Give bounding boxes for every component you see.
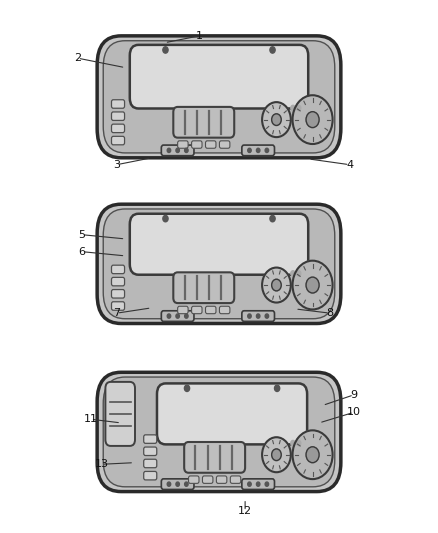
Circle shape [272,449,281,461]
Circle shape [176,482,180,486]
FancyBboxPatch shape [112,100,124,108]
Circle shape [306,112,319,127]
FancyBboxPatch shape [112,277,124,286]
Circle shape [248,314,251,318]
FancyBboxPatch shape [202,476,213,483]
Circle shape [262,437,291,472]
FancyBboxPatch shape [205,141,216,148]
Circle shape [262,268,291,303]
FancyBboxPatch shape [144,447,157,456]
Circle shape [167,148,171,152]
FancyBboxPatch shape [191,141,202,148]
Circle shape [167,482,171,486]
FancyBboxPatch shape [161,311,194,321]
FancyBboxPatch shape [178,141,188,148]
Circle shape [167,314,171,318]
FancyBboxPatch shape [144,459,157,468]
FancyBboxPatch shape [112,124,124,133]
FancyBboxPatch shape [103,209,335,319]
Circle shape [256,314,260,318]
Circle shape [297,106,301,111]
FancyBboxPatch shape [230,476,241,483]
FancyBboxPatch shape [161,145,194,156]
Text: 6: 6 [78,247,85,257]
Circle shape [293,95,332,144]
Circle shape [306,277,319,293]
Circle shape [293,430,332,479]
Text: 9: 9 [350,390,357,400]
Text: 4: 4 [346,160,353,169]
Circle shape [270,215,275,222]
FancyBboxPatch shape [219,141,230,148]
Text: 10: 10 [347,407,361,417]
FancyBboxPatch shape [144,471,157,480]
FancyBboxPatch shape [106,382,135,446]
Circle shape [248,482,251,486]
Text: 7: 7 [113,308,120,318]
FancyBboxPatch shape [97,36,341,158]
Circle shape [185,148,188,152]
FancyBboxPatch shape [184,442,245,473]
FancyBboxPatch shape [97,204,341,324]
FancyBboxPatch shape [112,302,124,310]
Circle shape [185,314,188,318]
Circle shape [297,271,301,276]
Circle shape [256,148,260,152]
Circle shape [293,261,332,310]
Circle shape [272,114,281,125]
FancyBboxPatch shape [242,145,275,156]
Circle shape [248,148,251,152]
Circle shape [256,482,260,486]
Text: 5: 5 [78,230,85,240]
Circle shape [176,314,180,318]
FancyBboxPatch shape [130,214,308,274]
Circle shape [265,314,268,318]
Circle shape [265,148,268,152]
Circle shape [291,106,295,111]
Text: 2: 2 [74,53,81,63]
FancyBboxPatch shape [216,476,227,483]
Circle shape [184,385,190,391]
FancyBboxPatch shape [112,265,124,273]
Circle shape [265,482,268,486]
Circle shape [176,148,180,152]
Circle shape [306,447,319,463]
FancyBboxPatch shape [112,136,124,145]
FancyBboxPatch shape [173,272,234,303]
Text: 8: 8 [326,308,334,318]
FancyBboxPatch shape [130,45,308,109]
Circle shape [275,385,280,391]
FancyBboxPatch shape [144,435,157,443]
Circle shape [270,47,275,53]
Circle shape [272,279,281,291]
FancyBboxPatch shape [188,476,199,483]
Circle shape [163,47,168,53]
Circle shape [297,440,301,446]
FancyBboxPatch shape [173,107,234,138]
FancyBboxPatch shape [97,372,341,491]
FancyBboxPatch shape [191,306,202,314]
Circle shape [163,215,168,222]
Circle shape [291,271,295,276]
Circle shape [262,102,291,137]
FancyBboxPatch shape [103,377,335,487]
FancyBboxPatch shape [112,289,124,298]
FancyBboxPatch shape [112,112,124,120]
Circle shape [185,482,188,486]
Text: 11: 11 [84,414,98,424]
Text: 13: 13 [95,459,109,469]
FancyBboxPatch shape [242,479,275,489]
Text: 3: 3 [113,160,120,169]
FancyBboxPatch shape [161,479,194,489]
FancyBboxPatch shape [157,383,307,445]
Circle shape [291,440,295,446]
FancyBboxPatch shape [205,306,216,314]
Text: 12: 12 [238,506,252,516]
FancyBboxPatch shape [242,311,275,321]
Text: 1: 1 [196,31,203,41]
FancyBboxPatch shape [103,41,335,153]
FancyBboxPatch shape [178,306,188,314]
FancyBboxPatch shape [219,306,230,314]
